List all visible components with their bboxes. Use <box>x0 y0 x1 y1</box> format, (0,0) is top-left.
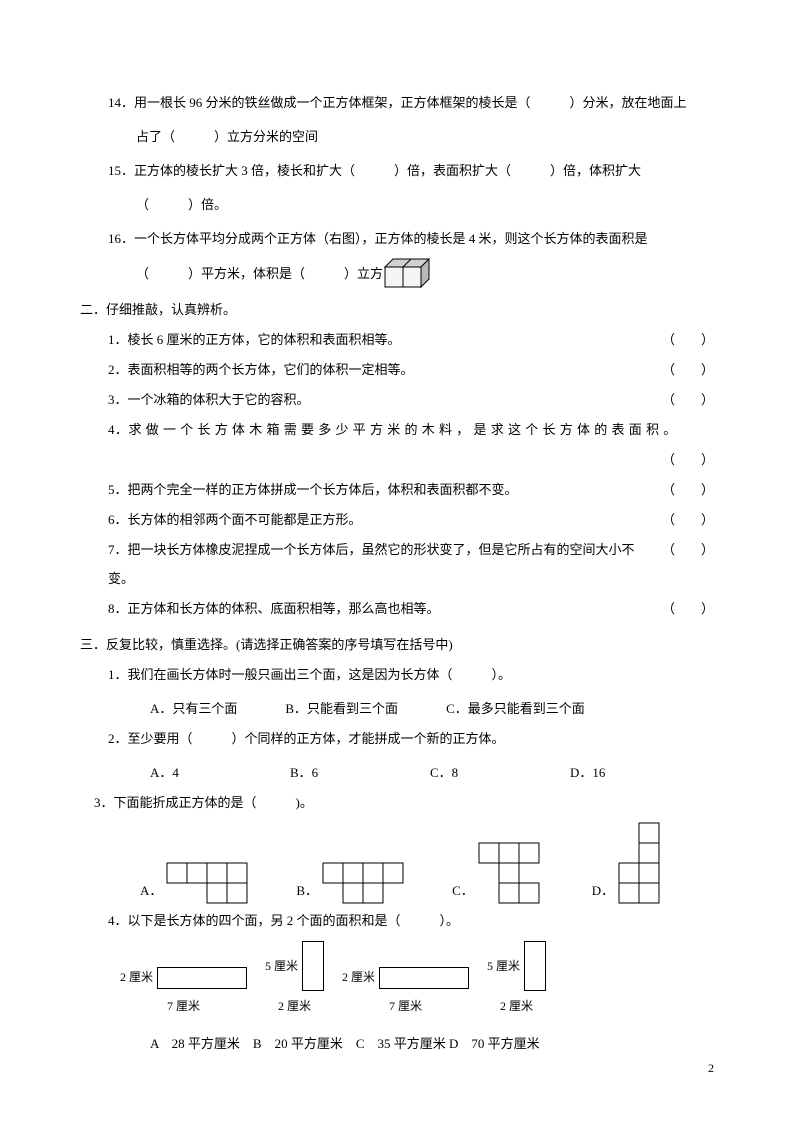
net-d-icon <box>618 822 666 906</box>
page-number: 2 <box>708 1055 714 1083</box>
section-3-title: 三．反复比较，慎重选择。(请选择正确答案的序号填写在括号中) <box>80 630 714 660</box>
fill-q16-text-a: （ ）平方米，体积是（ ）立方 <box>136 259 383 289</box>
opt-c: C．8 <box>430 758 570 788</box>
net-a-icon <box>166 862 266 906</box>
net-b: B． <box>296 862 422 906</box>
tf-item-1: 1．棱长 6 厘米的正方体，它的体积和表面积相等。 （ ） <box>80 325 714 355</box>
net-a: A． <box>140 862 266 906</box>
cuboid-diagram-icon <box>383 257 433 289</box>
opt-a: A．4 <box>150 758 290 788</box>
mc-q1-opts: A．只有三个面 B．只能看到三个面 C．最多只能看到三个面 <box>80 694 714 724</box>
tf-bracket: （ ） <box>654 505 714 535</box>
opt-a: A．只有三个面 <box>150 694 237 724</box>
tf-text: 2．表面积相等的两个长方体，它们的体积一定相等。 <box>108 355 654 385</box>
opt-b: B．只能看到三个面 <box>285 694 398 724</box>
tf-item-6: 6．长方体的相邻两个面不可能都是正方形。 （ ） <box>80 505 714 535</box>
tf-bracket: （ ） <box>654 385 714 415</box>
section-2-title: 二．仔细推敲，认真辨析。 <box>80 295 714 325</box>
fill-q15-line1: 15．正方体的棱长扩大 3 倍，棱长和扩大（ ）倍，表面积扩大（ ）倍，体积扩大 <box>80 156 714 186</box>
rect-4-icon <box>524 941 546 991</box>
rect-2: 5 厘米 2 厘米 <box>265 941 324 1021</box>
rect-1: 2 厘米 7 厘米 <box>120 964 247 1021</box>
rect-4: 5 厘米 2 厘米 <box>487 941 546 1021</box>
tf-text: 1．棱长 6 厘米的正方体，它的体积和表面积相等。 <box>108 325 654 355</box>
tf-bracket: （ ） <box>654 445 714 475</box>
mc-q2-opts: A．4 B．6 C．8 D．16 <box>80 758 714 788</box>
rect-3-vlabel: 2 厘米 <box>342 964 375 992</box>
tf-item-2: 2．表面积相等的两个长方体，它们的体积一定相等。 （ ） <box>80 355 714 385</box>
fill-q16-line1: 16．一个长方体平均分成两个正方体（右图），正方体的棱长是 4 米，则这个长方体… <box>80 224 714 254</box>
tf-text: 5．把两个完全一样的正方体拼成一个长方体后，体积和表面积都不变。 <box>108 475 654 505</box>
mc-q4-opts: A 28 平方厘米 B 20 平方厘米 C 35 平方厘米 D 70 平方厘米 <box>80 1029 714 1059</box>
fill-q16-line2: （ ）平方米，体积是（ ）立方 <box>80 257 714 289</box>
rect-2-icon <box>302 941 324 991</box>
tf-bracket: （ ） <box>654 355 714 385</box>
tf-bracket: （ ） <box>654 325 714 355</box>
tf-text: 6．长方体的相邻两个面不可能都是正方形。 <box>108 505 654 535</box>
mc-q2: 2．至少要用（ ）个同样的正方体，才能拼成一个新的正方体。 <box>80 724 714 754</box>
tf-bracket: （ ） <box>654 594 714 624</box>
rect-3-icon <box>379 967 469 989</box>
tf-item-4-text: 4．求 做 一 个 长 方 体 木 箱 需 要 多 少 平 方 米 的 木 料 … <box>80 415 714 445</box>
rect-2-vlabel: 5 厘米 <box>265 953 298 981</box>
tf-item-5: 5．把两个完全一样的正方体拼成一个长方体后，体积和表面积都不变。 （ ） <box>80 475 714 505</box>
mc-q1: 1．我们在画长方体时一般只画出三个面，这是因为长方体（ ）。 <box>80 660 714 690</box>
rect-2-hlabel: 2 厘米 <box>278 993 311 1021</box>
net-label-a: A． <box>140 876 162 906</box>
tf-text: 3．一个冰箱的体积大于它的容积。 <box>108 385 654 415</box>
rect-3-hlabel: 7 厘米 <box>389 993 422 1021</box>
net-label-d: D． <box>592 876 614 906</box>
tf-item-4-bracket-row: （ ） <box>80 445 714 475</box>
fill-q14-line2: 占了（ ）立方分米的空间 <box>80 122 714 152</box>
opt-b: B．6 <box>290 758 430 788</box>
nets-row: A． B． <box>80 822 714 906</box>
net-label-c: C． <box>452 876 474 906</box>
opt-c: C．最多只能看到三个面 <box>446 694 585 724</box>
tf-bracket: （ ） <box>654 475 714 505</box>
net-c-icon <box>478 842 562 906</box>
rect-4-hlabel: 2 厘米 <box>500 993 533 1021</box>
rect-1-icon <box>157 967 247 989</box>
rect-3: 2 厘米 7 厘米 <box>342 964 469 1021</box>
rect-4-vlabel: 5 厘米 <box>487 953 520 981</box>
rect-1-hlabel: 7 厘米 <box>167 993 200 1021</box>
net-label-b: B． <box>296 876 318 906</box>
mc-q4: 4．以下是长方体的四个面，另 2 个面的面积和是（ ）。 <box>80 906 714 936</box>
tf-item-7: 7．把一块长方体橡皮泥捏成一个长方体后，虽然它的形状变了，但是它所占有的空间大小… <box>80 535 714 595</box>
tf-text: 8．正方体和长方体的体积、底面积相等，那么高也相等。 <box>108 594 654 624</box>
net-b-icon <box>322 862 422 906</box>
tf-item-3: 3．一个冰箱的体积大于它的容积。 （ ） <box>80 385 714 415</box>
tf-text: 7．把一块长方体橡皮泥捏成一个长方体后，虽然它的形状变了，但是它所占有的空间大小… <box>108 535 654 595</box>
fill-q14-line1: 14．用一根长 96 分米的铁丝做成一个正方体框架，正方体框架的棱长是（ ）分米… <box>80 88 714 118</box>
net-c: C． <box>452 842 562 906</box>
mc-q3: 3．下面能折成正方体的是（ )。 <box>80 788 714 818</box>
page: 14．用一根长 96 分米的铁丝做成一个正方体框架，正方体框架的棱长是（ ）分米… <box>0 0 794 1103</box>
fill-q15-line2: （ ）倍。 <box>80 190 714 220</box>
rects-row: 2 厘米 7 厘米 5 厘米 2 厘米 2 厘米 7 厘米 5 厘米 <box>80 941 714 1021</box>
opt-d: D．16 <box>570 758 710 788</box>
tf-bracket: （ ） <box>654 535 714 595</box>
net-d: D． <box>592 822 666 906</box>
rect-1-vlabel: 2 厘米 <box>120 964 153 992</box>
tf-item-8: 8．正方体和长方体的体积、底面积相等，那么高也相等。 （ ） <box>80 594 714 624</box>
